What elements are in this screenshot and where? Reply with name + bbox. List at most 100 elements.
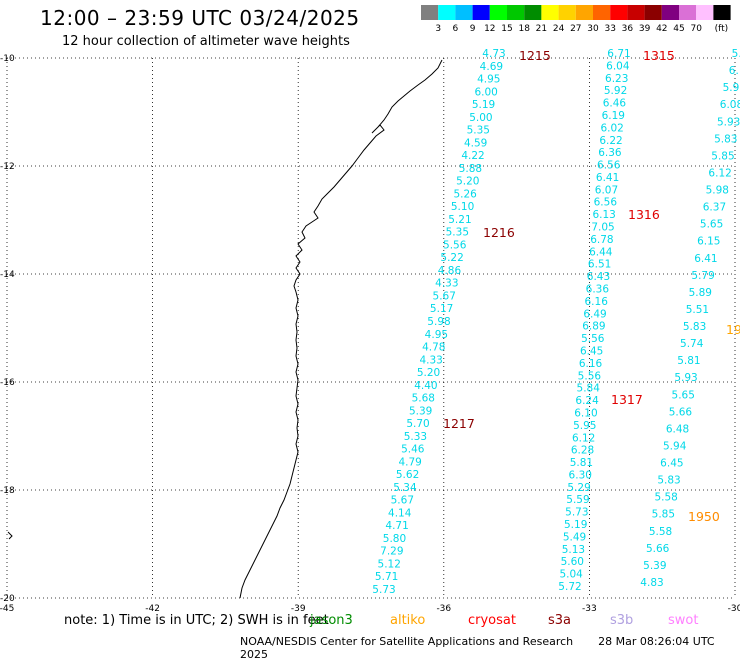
lon-label: -45 <box>0 604 14 614</box>
swh-value: 5.13 <box>562 544 585 556</box>
scale-tick-label: 15 <box>501 24 512 34</box>
swh-value: 6.13 <box>592 209 615 221</box>
scale-swatch <box>507 5 525 20</box>
swh-value: 6.02 <box>600 122 623 134</box>
track-values-1315: 6.716.046.235.926.466.196.026.226.366.56… <box>558 48 630 593</box>
scale-tick-label: 6 <box>453 24 459 34</box>
swh-value: 5.83 <box>657 475 680 487</box>
scale-tick-label: 70 <box>690 24 702 34</box>
scale-swatch <box>438 5 456 20</box>
scale-swatch <box>472 5 490 20</box>
swh-value: 5.60 <box>561 556 584 568</box>
scale-tick-label: 27 <box>570 24 581 34</box>
lon-label: -33 <box>582 604 597 614</box>
swh-value: 6.56 <box>597 160 621 172</box>
track-values-1950: 5.9 6.1 5.98 6.08 5.93 5.83 5.85 6.12 5.98 6.37 5.… <box>640 48 740 589</box>
page-subtitle: 12 hour collection of altimeter wave hei… <box>62 34 350 49</box>
swh-value: 6.41 <box>694 253 717 265</box>
swh-value: 6.30 <box>569 469 592 481</box>
swh-value: 6.56 <box>594 197 618 209</box>
swh-value: 5.73 <box>372 584 395 596</box>
swh-value: 6.44 <box>589 246 613 258</box>
swh-value: 5.88 <box>459 163 482 175</box>
lat-label: -14 <box>0 270 15 280</box>
swh-value: 5.81 <box>677 355 700 367</box>
lat-label: -10 <box>0 54 15 64</box>
swh-value: 5.68 <box>412 393 435 405</box>
swh-value: 5.98 <box>723 82 740 94</box>
scale-tick-label: 18 <box>518 24 530 34</box>
swh-value: 6.19 <box>602 110 625 122</box>
swh-value: 6.46 <box>603 98 627 110</box>
swh-value: 5.39 <box>643 560 666 572</box>
swh-value: 5.84 <box>577 383 601 395</box>
swh-value: 5.85 <box>652 509 675 521</box>
page-title: 12:00 – 23:59 UTC 03/24/2025 <box>40 6 360 30</box>
swh-value: 5.89 <box>689 287 712 299</box>
swh-value: 4.59 <box>464 137 487 149</box>
swh-value: 7.05 <box>591 222 614 234</box>
swh-value: 6.04 <box>606 60 630 72</box>
swh-value: 5.12 <box>378 558 401 570</box>
scale-swatch <box>421 5 439 20</box>
footer: NOAA/NESDIS Center for Satellite Applica… <box>240 635 740 661</box>
swh-value: 6.12 <box>572 432 595 444</box>
island <box>7 531 13 540</box>
swh-value: 6.51 <box>588 259 611 271</box>
satellite-label-jason3: jason3 <box>310 613 353 628</box>
pass-label-partial: 19 <box>726 322 740 337</box>
swh-value: 5.95 <box>573 420 596 432</box>
pass-label: 1215 <box>519 48 551 63</box>
scale-swatch <box>644 5 662 20</box>
satellite-label-cryosat: cryosat <box>468 613 516 628</box>
swh-value: 6.45 <box>580 345 603 357</box>
swh-value: 4.40 <box>414 380 437 392</box>
swh-value: 7.29 <box>380 546 403 558</box>
scale-tick-label: 9 <box>470 24 476 34</box>
swh-value: 6.41 <box>596 172 619 184</box>
swh-value: 5.65 <box>700 219 723 231</box>
swh-value: 4.95 <box>477 74 500 86</box>
swh-value: 4.33 <box>419 354 442 366</box>
swh-value: 5.39 <box>409 405 432 417</box>
swh-value: 4.71 <box>385 520 408 532</box>
swh-value: 5.56 <box>443 239 467 251</box>
swh-value: 5.67 <box>391 495 414 507</box>
scale-swatch <box>455 5 473 20</box>
scale-tick-label: 21 <box>536 24 547 34</box>
swh-value: 5.17 <box>430 303 453 315</box>
swh-value: 6.24 <box>575 395 599 407</box>
footer-credit: NOAA/NESDIS Center for Satellite Applica… <box>240 635 574 648</box>
swh-value: 5.98 <box>706 185 729 197</box>
note-text: note: 1) Time is in UTC; 2) SWH is in fe… <box>64 613 329 628</box>
swh-value: 4.79 <box>398 456 421 468</box>
pass-label: 1317 <box>611 392 643 407</box>
swh-value: 5.51 <box>686 304 709 316</box>
swh-value: 6.08 <box>720 99 740 111</box>
swh-value: 5.35 <box>446 227 469 239</box>
scale-swatch <box>627 5 645 20</box>
swh-value: 5.49 <box>563 531 586 543</box>
swh-value: 5.34 <box>393 482 417 494</box>
pass-label: 1217 <box>443 416 475 431</box>
swh-value: 4.78 <box>422 342 445 354</box>
swh-value: 5.79 <box>691 270 714 282</box>
satellite-label-swot: swot <box>668 613 699 628</box>
scale-swatch <box>713 5 731 20</box>
swh-value: 5.70 <box>406 418 429 430</box>
scale-swatch <box>610 5 628 20</box>
swh-value: 6.48 <box>666 423 689 435</box>
swh-value: 5.35 <box>467 125 490 137</box>
scale-swatch <box>696 5 714 20</box>
swh-value: 5.00 <box>469 112 492 124</box>
swh-value: 5.46 <box>401 444 425 456</box>
lat-label: -16 <box>0 378 15 388</box>
swh-value: 5.71 <box>375 571 398 583</box>
swh-value: 4.83 <box>640 577 663 589</box>
swh-value: 5.58 <box>654 492 677 504</box>
scale-tick-label: 24 <box>553 24 565 34</box>
satellite-label-altiko: altiko <box>390 613 426 628</box>
pass-label: 1216 <box>483 225 515 240</box>
swh-value: 5.29 <box>567 482 590 494</box>
